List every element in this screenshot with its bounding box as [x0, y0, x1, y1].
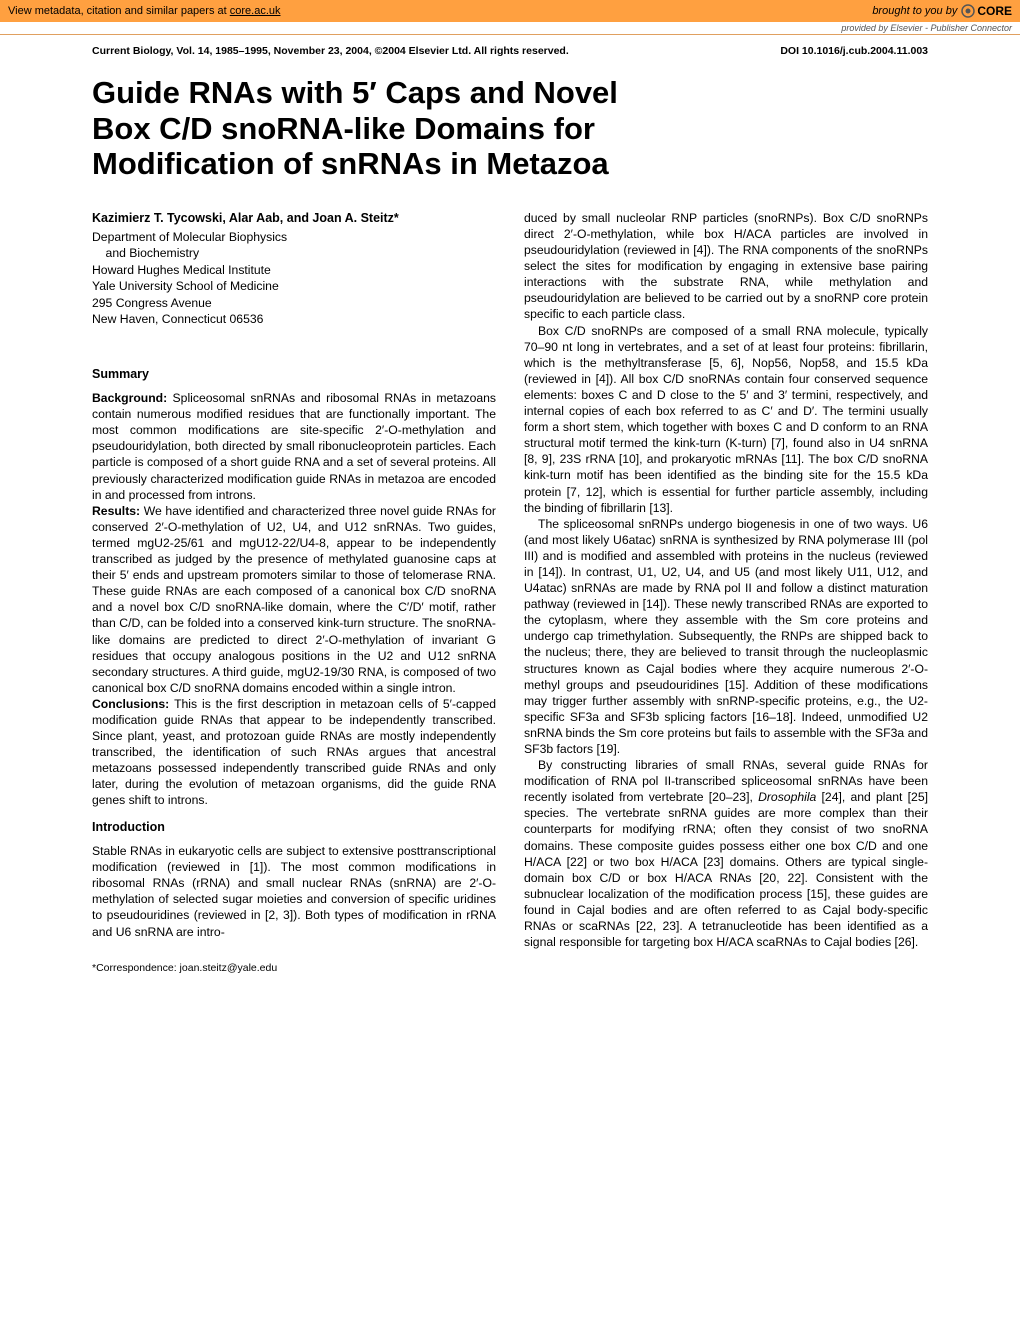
col2-p3: The spliceosomal snRNPs undergo biogenes…: [524, 516, 928, 757]
doi: DOI 10.1016/j.cub.2004.11.003: [780, 45, 928, 57]
affil-line: Department of Molecular Biophysics: [92, 230, 287, 244]
section-summary: Summary: [92, 356, 496, 391]
col2-p4-ital: Drosophila: [758, 790, 816, 804]
abs-con-label: Conclusions:: [92, 697, 174, 711]
title-line-1: Guide RNAs with 5′ Caps and Novel: [92, 75, 618, 110]
abs-con-text: This is the first description in metazoa…: [92, 697, 496, 808]
provided-by-row: provided by Elsevier - Publisher Connect…: [0, 22, 1020, 35]
core-banner: View metadata, citation and similar pape…: [0, 0, 1020, 22]
col2-p4: By constructing libraries of small RNAs,…: [524, 757, 928, 950]
affil-line: [92, 246, 102, 260]
title-line-3: Modification of snRNAs in Metazoa: [92, 146, 609, 181]
abstract-conclusions: Conclusions: This is the first descripti…: [92, 696, 496, 809]
right-column: duced by small nucleolar RNP particles (…: [524, 210, 928, 976]
abs-bg-label: Background:: [92, 391, 173, 405]
core-logo[interactable]: CORE: [961, 4, 1012, 18]
core-link[interactable]: core.ac.uk: [230, 5, 281, 17]
affil-line: 295 Congress Avenue: [92, 296, 212, 310]
brought-by-text: brought to you by: [872, 5, 957, 17]
intro-p1: Stable RNAs in eukaryotic cells are subj…: [92, 843, 496, 940]
abstract-results: Results: We have identified and characte…: [92, 503, 496, 696]
two-column-layout: Kazimierz T. Tycowski, Alar Aab, and Joa…: [92, 210, 928, 976]
affil-line: and Biochemistry: [102, 246, 199, 260]
banner-text: View metadata, citation and similar pape…: [8, 5, 230, 17]
page-content: Current Biology, Vol. 14, 1985–1995, Nov…: [0, 35, 1020, 995]
affil-line: Yale University School of Medicine: [92, 279, 279, 293]
affil-line: Howard Hughes Medical Institute: [92, 263, 271, 277]
authors: Kazimierz T. Tycowski, Alar Aab, and Joa…: [92, 210, 496, 229]
abs-res-text: We have identified and characterized thr…: [92, 504, 496, 695]
article-title: Guide RNAs with 5′ Caps and Novel Box C/…: [92, 75, 928, 210]
banner-right: brought to you by CORE: [872, 4, 1012, 18]
core-brand-text: CORE: [977, 4, 1012, 18]
journal-line: Current Biology, Vol. 14, 1985–1995, Nov…: [92, 45, 760, 57]
section-intro: Introduction: [92, 809, 496, 844]
col2-p4b: [24], and plant [25] species. The verteb…: [524, 790, 928, 949]
col2-p1: duced by small nucleolar RNP particles (…: [524, 210, 928, 323]
abstract-background: Background: Spliceosomal snRNAs and ribo…: [92, 390, 496, 503]
left-column: Kazimierz T. Tycowski, Alar Aab, and Joa…: [92, 210, 496, 976]
affil-line: New Haven, Connecticut 06536: [92, 312, 263, 326]
title-line-2: Box C/D snoRNA-like Domains for: [92, 111, 595, 146]
correspondence: *Correspondence: joan.steitz@yale.edu: [92, 940, 496, 976]
affiliation: Department of Molecular Biophysics and B…: [92, 229, 496, 356]
abs-bg-text: Spliceosomal snRNAs and ribosomal RNAs i…: [92, 391, 496, 502]
journal-meta: Current Biology, Vol. 14, 1985–1995, Nov…: [92, 45, 928, 75]
col2-p2: Box C/D snoRNPs are composed of a small …: [524, 323, 928, 516]
abs-res-label: Results:: [92, 504, 144, 518]
core-icon: [961, 4, 975, 18]
provided-by-text: provided by Elsevier - Publisher Connect…: [841, 23, 1012, 33]
banner-left: View metadata, citation and similar pape…: [8, 5, 281, 17]
